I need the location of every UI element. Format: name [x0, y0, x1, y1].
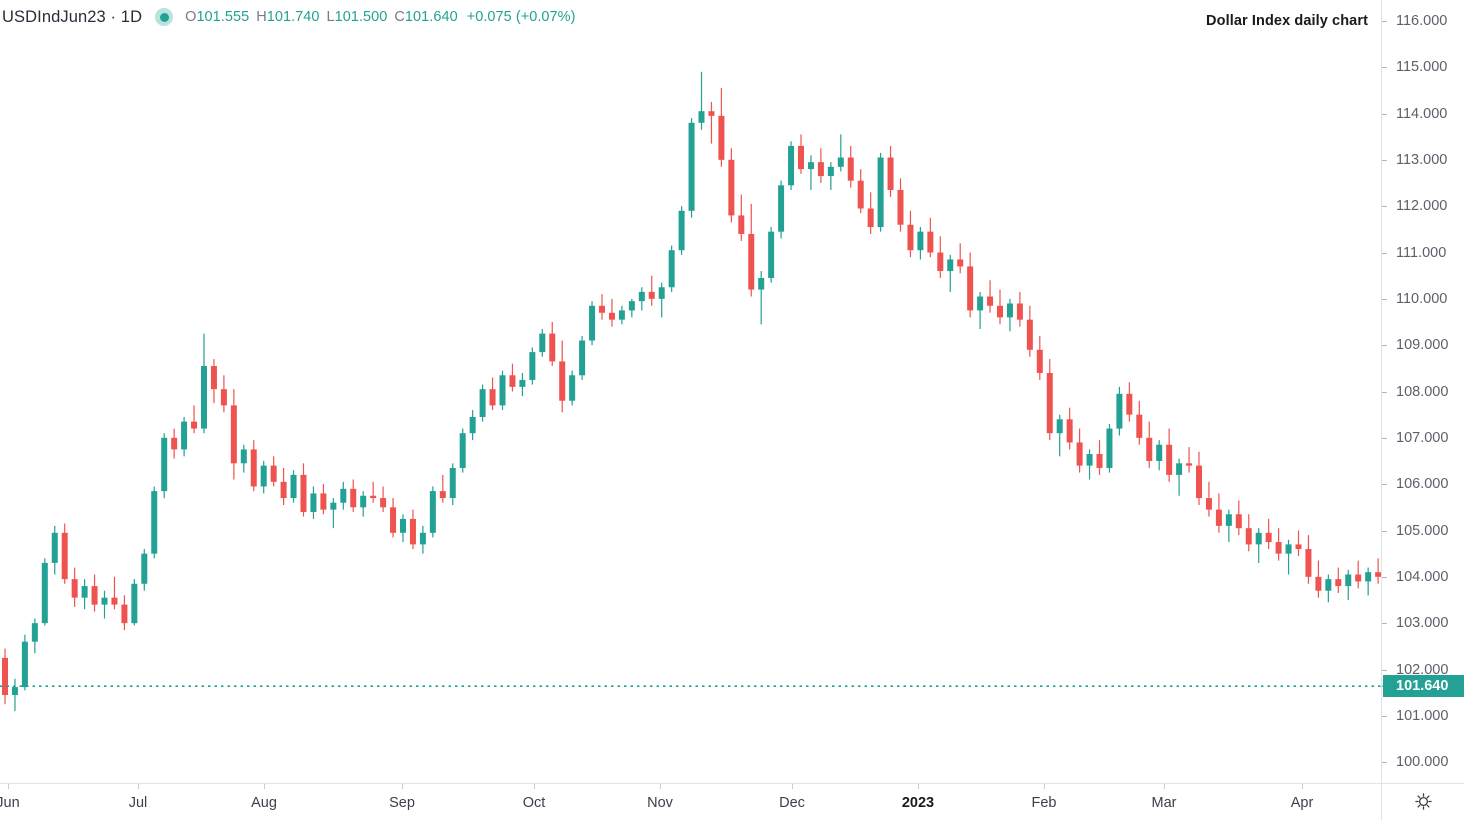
- time-tick: [660, 784, 661, 789]
- price-axis-label: 106.000: [1396, 476, 1449, 493]
- time-axis-label: Feb: [1031, 795, 1057, 811]
- price-tick: [1382, 623, 1387, 625]
- price-axis-label: 111.000: [1396, 244, 1447, 261]
- price-axis-label: 100.000: [1396, 754, 1449, 771]
- price-tick: [1382, 206, 1387, 208]
- time-axis-label: 2023: [901, 795, 935, 811]
- price-axis-label: 101.000: [1396, 707, 1449, 724]
- price-tick: [1382, 345, 1387, 347]
- price-axis-label: 116.000: [1396, 12, 1448, 29]
- price-tick: [1382, 576, 1387, 578]
- chart-title: Dollar Index daily chart: [1206, 13, 1368, 29]
- time-tick: [264, 784, 265, 789]
- price-tick: [1382, 298, 1387, 300]
- candles-svg: [0, 71, 1381, 712]
- time-axis-label: Apr: [1290, 795, 1314, 811]
- time-axis-label: Sep: [389, 795, 415, 811]
- price-axis-label: 104.000: [1396, 568, 1449, 585]
- axis-corner: [1381, 783, 1464, 820]
- price-tick: [1382, 20, 1387, 22]
- gear-icon[interactable]: [1415, 793, 1432, 810]
- price-tick: [1382, 762, 1387, 764]
- price-tick: [1382, 67, 1387, 69]
- price-axis-label: 103.000: [1396, 615, 1449, 632]
- time-axis-label: Dec: [779, 795, 805, 811]
- price-tick: [1382, 113, 1387, 115]
- current-price-badge[interactable]: 101.640: [1383, 675, 1464, 698]
- price-tick: [1382, 715, 1387, 717]
- time-tick: [8, 784, 9, 789]
- price-axis-label: 115.000: [1396, 59, 1448, 76]
- price-axis-label: 110.000: [1396, 290, 1448, 307]
- price-tick: [1382, 484, 1387, 486]
- time-axis-label: Aug: [251, 795, 277, 811]
- price-axis-label: 113.000: [1396, 151, 1448, 168]
- candlestick-plot[interactable]: [0, 0, 1381, 783]
- price-tick: [1382, 159, 1387, 161]
- price-axis-label: 109.000: [1396, 337, 1449, 354]
- price-axis[interactable]: 116.000 115.000 114.000 113.000 112.000 111.0…: [1381, 0, 1464, 783]
- time-axis-label: Mar: [1151, 795, 1177, 811]
- price-axis-label: 107.000: [1396, 429, 1449, 446]
- price-tick: [1382, 530, 1387, 532]
- time-axis-label: Jul: [128, 795, 148, 811]
- time-tick: [1302, 784, 1303, 789]
- price-axis-label: 112.000: [1396, 198, 1448, 215]
- time-axis[interactable]: Jun Jul Aug Sep Oct Nov Dec 2023 Feb Mar Apr: [0, 783, 1464, 821]
- price-axis-label: 114.000: [1396, 105, 1448, 122]
- time-axis-label: Oct: [522, 795, 546, 811]
- time-tick: [1164, 784, 1165, 789]
- price-axis-label: 102.000: [1396, 661, 1449, 678]
- time-axis-label: Nov: [647, 795, 673, 811]
- time-tick: [534, 784, 535, 789]
- time-tick: [792, 784, 793, 789]
- time-tick: [918, 784, 919, 789]
- time-axis-label: Jun: [0, 795, 20, 811]
- time-tick: [402, 784, 403, 789]
- price-tick: [1382, 252, 1387, 254]
- price-axis-label: 105.000: [1396, 522, 1449, 539]
- time-tick: [138, 784, 139, 789]
- price-axis-label: 108.000: [1396, 383, 1449, 400]
- time-tick: [1044, 784, 1045, 789]
- price-tick: [1382, 437, 1387, 439]
- price-tick: [1382, 391, 1387, 393]
- price-tick: [1382, 669, 1387, 671]
